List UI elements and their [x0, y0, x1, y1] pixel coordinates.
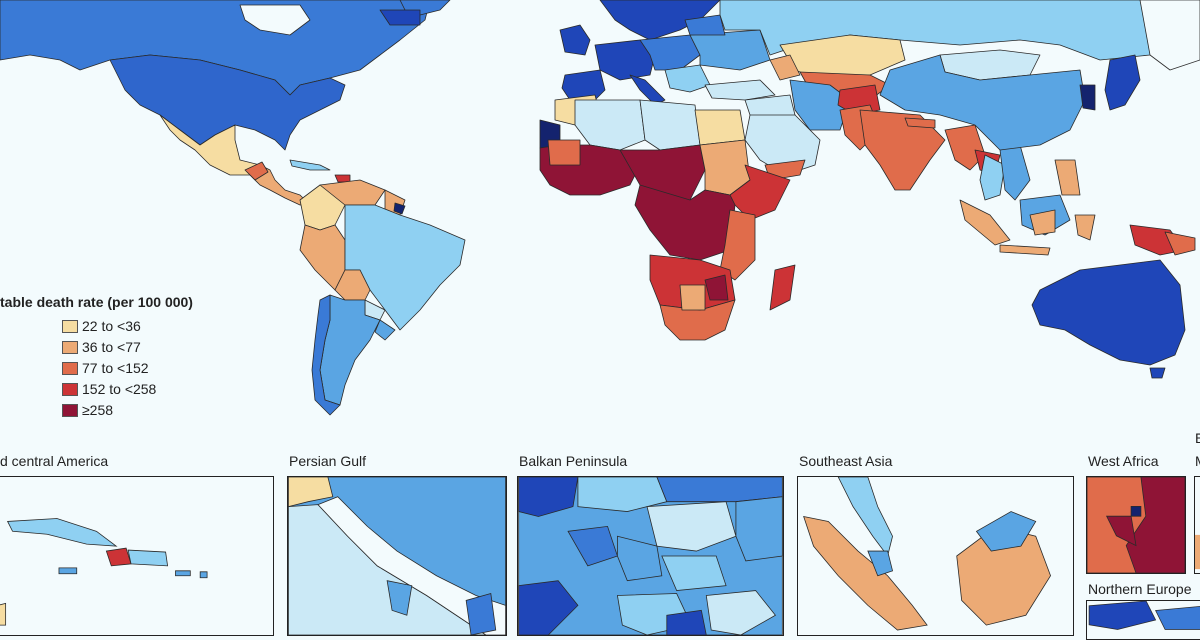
region-libya — [639, 99, 701, 151]
region-papua — [1129, 224, 1186, 256]
region-java — [999, 244, 1051, 256]
region-iceland — [379, 9, 421, 26]
region-sulawesi — [1074, 214, 1096, 241]
legend-swatch — [62, 382, 78, 396]
region-australia — [1031, 259, 1186, 366]
legend-item: 152 to <258 — [62, 381, 156, 397]
inset-title-partial-e: E — [1195, 430, 1200, 446]
inset-southeast-asia — [797, 476, 1074, 636]
region-kenya-tanzania — [719, 209, 756, 281]
region-guatemala — [244, 161, 269, 181]
region-botswana — [679, 284, 706, 311]
inset-persian-gulf-map — [288, 477, 506, 635]
region-chile — [311, 294, 341, 416]
legend-item: 22 to <36 — [62, 318, 141, 334]
region-japan — [1104, 54, 1141, 111]
legend-item: ≥258 — [62, 402, 113, 418]
region-nepal — [904, 117, 936, 129]
inset-west-africa-map — [1087, 477, 1185, 573]
region-uk — [559, 24, 591, 56]
inset-title-southeast-asia: Southeast Asia — [799, 453, 893, 469]
inset-title-northern-europe: Northern Europe — [1088, 581, 1192, 597]
legend-label: 77 to <152 — [82, 360, 149, 376]
legend-label: ≥258 — [82, 402, 114, 418]
region-turkey — [704, 79, 776, 101]
inset-northern-europe — [1086, 600, 1200, 640]
legend-item: 36 to <77 — [62, 339, 141, 355]
legend-swatch — [62, 403, 78, 417]
inset-central-america-map — [0, 518, 208, 626]
legend-item: 77 to <152 — [62, 360, 149, 376]
inset-central-america — [0, 476, 274, 636]
region-iran — [789, 79, 851, 131]
region-png-east — [1164, 231, 1196, 256]
region-eastern-europe — [689, 29, 771, 71]
world-map — [0, 0, 1200, 416]
inset-balkan-peninsula — [517, 476, 784, 636]
region-guiana-dark — [393, 202, 406, 215]
region-tasmania — [1149, 367, 1166, 379]
region-mozambique-dark — [704, 274, 729, 301]
legend-label: 22 to <36 — [82, 318, 141, 334]
inset-title-persian-gulf: Persian Gulf — [289, 453, 367, 469]
inset-title-west-africa: West Africa — [1088, 453, 1159, 469]
inset-west-africa — [1086, 476, 1186, 574]
region-caucasus — [769, 54, 801, 81]
inset-title-partial-m: M — [1195, 453, 1200, 469]
region-bangladesh-myanmar — [944, 124, 986, 171]
inset-partial — [1194, 476, 1200, 574]
region-madagascar — [769, 264, 796, 311]
region-scandinavia — [599, 0, 721, 41]
region-korea — [1079, 84, 1096, 111]
region-balkans — [664, 64, 711, 93]
region-borneo-south — [1029, 209, 1056, 236]
region-uruguay — [374, 319, 396, 341]
inset-title-balkan-peninsula: Balkan Peninsula — [519, 453, 628, 469]
inset-title-central-america: d central America — [0, 453, 109, 469]
region-venezuela — [319, 179, 386, 206]
legend-title: table death rate (per 100 000) — [0, 294, 193, 310]
legend-swatch — [62, 340, 78, 354]
legend-label: 36 to <77 — [82, 339, 141, 355]
legend-label: 152 to <258 — [82, 381, 157, 397]
region-china — [879, 54, 1086, 151]
region-kazakhstan — [779, 34, 906, 81]
region-mauritania — [547, 139, 581, 166]
legend-swatch — [62, 319, 78, 333]
region-iberia — [561, 69, 606, 101]
legend-swatch — [62, 361, 78, 375]
region-egypt — [694, 109, 746, 146]
region-baffin — [239, 4, 311, 36]
inset-partial-map — [1195, 534, 1200, 570]
region-far-east — [1139, 0, 1200, 71]
region-southern-africa — [659, 299, 736, 341]
inset-northern-europe-map — [1088, 601, 1200, 630]
region-baltics — [684, 14, 726, 36]
region-philippines — [1054, 159, 1081, 196]
region-cuba — [289, 159, 331, 171]
inset-balkan-peninsula-map — [518, 477, 783, 635]
inset-southeast-asia-map — [803, 477, 1051, 631]
inset-persian-gulf — [287, 476, 507, 636]
region-hispaniola — [334, 174, 351, 183]
region-sumatra — [959, 199, 1011, 246]
